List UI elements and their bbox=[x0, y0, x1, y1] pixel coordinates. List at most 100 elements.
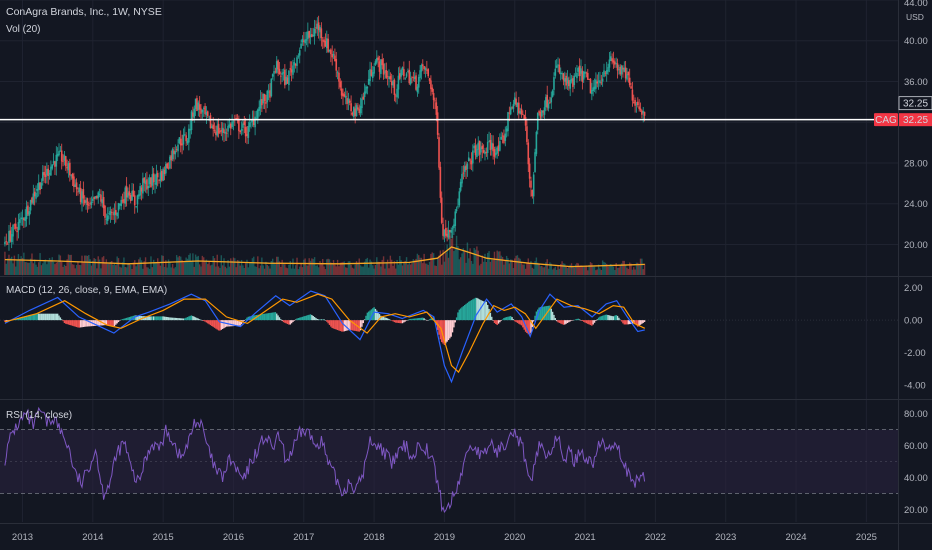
macd-histogram-bar bbox=[593, 320, 596, 323]
macd-histogram-bar bbox=[374, 308, 377, 321]
volume-bar bbox=[569, 264, 571, 275]
volume-bar bbox=[125, 267, 128, 275]
macd-histogram-bar bbox=[545, 306, 547, 321]
candle-body bbox=[125, 186, 128, 198]
candle-body bbox=[474, 145, 477, 156]
macd-histogram-bar bbox=[131, 316, 133, 321]
candle-body bbox=[394, 95, 397, 97]
volume-bar bbox=[250, 263, 252, 275]
candle-body bbox=[265, 101, 267, 104]
candle-body bbox=[569, 79, 571, 89]
candle-body bbox=[121, 200, 124, 202]
macd-histogram-bar bbox=[476, 297, 478, 321]
candle-body bbox=[23, 218, 25, 221]
volume-bar bbox=[147, 267, 149, 275]
macd-histogram-bar bbox=[500, 320, 502, 321]
candle-body bbox=[405, 73, 408, 77]
macd-histogram-bar bbox=[281, 320, 283, 322]
volume-bar bbox=[271, 258, 274, 275]
volume-bar bbox=[400, 260, 402, 275]
volume-bar bbox=[85, 255, 87, 275]
macd-histogram-bar bbox=[113, 320, 116, 327]
candle-body bbox=[547, 103, 550, 109]
volume-bar bbox=[497, 251, 500, 275]
volume-bar bbox=[215, 266, 217, 275]
volume-bar bbox=[372, 265, 374, 275]
macd-histogram-bar bbox=[157, 316, 159, 321]
candle-body bbox=[17, 222, 20, 231]
candle-body bbox=[112, 213, 114, 215]
macd-histogram-bar bbox=[587, 320, 589, 324]
candle-body bbox=[33, 191, 36, 197]
macd-histogram-bar bbox=[353, 320, 355, 331]
macd-histogram-bar bbox=[491, 316, 493, 321]
macd-histogram-bar bbox=[54, 313, 56, 321]
macd-histogram-bar bbox=[522, 320, 524, 328]
macd-histogram-bar bbox=[316, 318, 319, 321]
volume-bar bbox=[519, 258, 521, 275]
volume-bar bbox=[458, 259, 461, 275]
macd-histogram-bar bbox=[152, 316, 155, 321]
volume-bar bbox=[104, 263, 106, 275]
candle-body bbox=[158, 179, 160, 181]
macd-histogram-bar bbox=[334, 320, 336, 330]
candle-body bbox=[443, 229, 446, 237]
macd-histogram-bar bbox=[592, 320, 594, 325]
candle-body bbox=[75, 182, 78, 190]
macd-histogram-bar bbox=[161, 316, 163, 321]
macd-histogram-bar bbox=[470, 300, 473, 321]
macd-histogram-bar bbox=[487, 304, 489, 321]
candle-body bbox=[240, 128, 243, 131]
candle-body bbox=[205, 111, 208, 115]
macd-histogram-bar bbox=[71, 320, 74, 326]
candle-body bbox=[511, 106, 513, 108]
macd-histogram-bar bbox=[408, 319, 410, 321]
candle-body bbox=[637, 101, 639, 106]
macd-histogram-bar bbox=[40, 313, 43, 321]
macd-histogram-bar bbox=[392, 320, 394, 322]
candle-body bbox=[496, 147, 498, 154]
last-price-badge-text: 32.25 bbox=[903, 115, 928, 126]
candle-body bbox=[436, 112, 439, 135]
volume-bar bbox=[436, 257, 439, 275]
candle-body bbox=[50, 166, 52, 176]
macd-histogram-bar bbox=[320, 319, 323, 321]
candle-body bbox=[385, 70, 388, 78]
candle-body bbox=[374, 61, 377, 65]
volume-bar bbox=[63, 264, 66, 275]
macd-histogram-bar bbox=[607, 314, 609, 321]
volume-bar bbox=[244, 263, 247, 275]
volume-bar bbox=[39, 253, 41, 275]
volume-bar bbox=[546, 259, 548, 275]
macd-histogram-bar bbox=[432, 317, 435, 321]
volume-bar bbox=[612, 266, 615, 275]
volume-bar bbox=[481, 255, 483, 275]
candle-body bbox=[12, 225, 14, 237]
macd-histogram-bar bbox=[504, 317, 506, 321]
volume-bar bbox=[117, 258, 120, 275]
candle-body bbox=[426, 69, 428, 71]
macd-histogram-bar bbox=[128, 317, 131, 321]
candle-body bbox=[416, 86, 419, 93]
candle-body bbox=[37, 182, 40, 190]
macd-histogram-bar bbox=[292, 320, 294, 323]
rsi-axis-tick: 60.00 bbox=[904, 441, 928, 452]
candle-body bbox=[504, 133, 507, 141]
volume-bar bbox=[304, 258, 306, 275]
candle-body bbox=[358, 108, 361, 114]
candle-body bbox=[266, 90, 269, 103]
candle-body bbox=[244, 127, 247, 137]
macd-histogram-bar bbox=[175, 317, 178, 321]
volume-bar bbox=[65, 265, 67, 275]
macd-histogram-bar bbox=[59, 317, 62, 321]
candle-body bbox=[143, 177, 146, 183]
candle-body bbox=[113, 211, 116, 216]
candle-body bbox=[589, 78, 592, 94]
volume-bar bbox=[78, 264, 81, 275]
candle-body bbox=[470, 160, 473, 165]
macd-histogram-bar bbox=[62, 320, 64, 322]
volume-bar bbox=[543, 267, 546, 275]
macd-histogram-bar bbox=[293, 320, 296, 321]
macd-histogram-bar bbox=[534, 315, 536, 321]
